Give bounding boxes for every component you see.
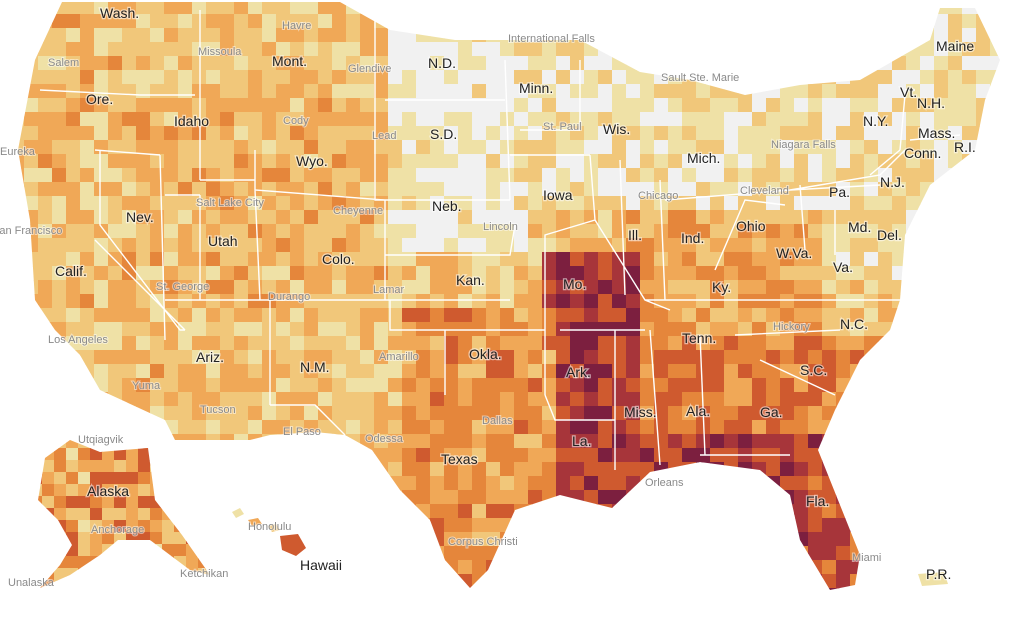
- city-label-glendive: Glendive: [348, 63, 391, 75]
- city-label-dallas: Dallas: [482, 415, 513, 427]
- state-label-conn: Conn.: [904, 145, 941, 161]
- state-label-wash: Wash.: [100, 5, 139, 21]
- region-labels: Wash. Ore. Calif. Nev. Idaho Mont. Wyo. …: [54, 4, 977, 584]
- state-label-hawaii: Hawaii: [300, 557, 342, 573]
- city-label-san-francisco: San Francisco: [0, 225, 62, 237]
- city-label-ketchikan: Ketchikan: [180, 568, 228, 580]
- state-label-mo: Mo.: [563, 276, 586, 292]
- state-label-ky: Ky.: [712, 279, 731, 295]
- city-label-sault-ste-marie: Sault Ste. Marie: [661, 72, 739, 84]
- border-west-coast: [39, 10, 546, 436]
- city-label-el-paso: El Paso: [283, 426, 321, 438]
- state-label-ark: Ark.: [566, 364, 591, 380]
- city-label-unalaska: Unalaska: [8, 577, 55, 589]
- city-label-los-angeles: Los Angeles: [48, 334, 108, 346]
- city-label-tucson: Tucson: [200, 404, 236, 416]
- state-label-nm: N.M.: [300, 359, 330, 375]
- island-territories: [232, 508, 948, 586]
- city-label-cody: Cody: [283, 115, 309, 127]
- state-label-md: Md.: [848, 219, 871, 235]
- state-label-tenn: Tenn.: [682, 330, 716, 346]
- state-label-pr: P.R.: [926, 566, 951, 582]
- state-label-minn: Minn.: [519, 80, 553, 96]
- city-label-orleans: Orleans: [645, 477, 684, 489]
- state-label-okla: Okla.: [469, 346, 502, 362]
- city-label-st-george: St. George: [156, 281, 209, 293]
- state-label-ga: Ga.: [760, 404, 783, 420]
- city-labels: Havre Missoula Salem Glendive Internatio…: [0, 19, 882, 590]
- state-label-nev: Nev.: [126, 209, 154, 225]
- city-label-havre: Havre: [282, 20, 311, 32]
- state-label-del: Del.: [877, 227, 902, 243]
- city-label-eureka: Eureka: [0, 146, 36, 158]
- state-label-utah: Utah: [208, 233, 238, 249]
- state-label-wis: Wis.: [603, 121, 630, 137]
- state-label-ariz: Ariz.: [196, 349, 224, 365]
- state-label-ind: Ind.: [681, 230, 704, 246]
- state-label-wyo: Wyo.: [296, 153, 328, 169]
- state-label-nh: N.H.: [917, 95, 945, 111]
- city-label-corpus-christi: Corpus Christi: [448, 536, 518, 548]
- city-label-anchorage: Anchorage: [91, 524, 144, 536]
- state-label-iowa: Iowa: [543, 187, 573, 203]
- city-label-lincoln: Lincoln: [483, 221, 518, 233]
- city-label-missoula: Missoula: [198, 46, 242, 58]
- city-label-hickory: Hickory: [773, 321, 810, 333]
- city-label-lamar: Lamar: [373, 284, 405, 296]
- state-label-sc: S.C.: [800, 362, 827, 378]
- state-label-ill: Ill.: [628, 227, 642, 243]
- city-label-amarillo: Amarillo: [379, 351, 419, 363]
- city-label-salem: Salem: [48, 57, 79, 69]
- state-label-mont: Mont.: [272, 53, 307, 69]
- state-label-calif: Calif.: [55, 263, 87, 279]
- city-label-cheyenne: Cheyenne: [333, 205, 383, 217]
- state-label-ore: Ore.: [86, 91, 113, 107]
- state-label-wva: W.Va.: [776, 245, 812, 261]
- city-label-cleveland: Cleveland: [740, 185, 789, 197]
- state-label-mich: Mich.: [687, 150, 720, 166]
- city-label-durango: Durango: [268, 291, 310, 303]
- state-label-fla: Fla.: [806, 493, 829, 509]
- state-label-maine: Maine: [936, 38, 974, 54]
- state-label-nj: N.J.: [880, 174, 905, 190]
- state-label-nd: N.D.: [428, 55, 456, 71]
- state-label-ala: Ala.: [686, 403, 710, 419]
- city-label-honolulu: Honolulu: [248, 521, 291, 533]
- state-label-ri: R.I.: [954, 139, 976, 155]
- state-label-texas: Texas: [441, 451, 478, 467]
- city-label-international-falls: International Falls: [508, 33, 595, 45]
- state-label-miss: Miss.: [624, 404, 657, 420]
- border-central: [504, 59, 961, 470]
- state-label-va: Va.: [833, 259, 853, 275]
- state-label-mass: Mass.: [918, 125, 955, 141]
- state-label-colo: Colo.: [322, 251, 355, 267]
- city-label-niagara-falls: Niagara Falls: [771, 139, 836, 151]
- city-label-odessa: Odessa: [365, 433, 404, 445]
- state-label-ohio: Ohio: [736, 218, 766, 234]
- state-label-neb: Neb.: [432, 198, 462, 214]
- city-label-miami: Miami: [852, 552, 881, 564]
- city-label-chicago: Chicago: [638, 190, 678, 202]
- state-label-pa: Pa.: [829, 184, 850, 200]
- city-label-salt-lake-city: Salt Lake City: [196, 197, 264, 209]
- city-label-utqiagvik: Utqiagvik: [78, 434, 124, 446]
- state-label-kan: Kan.: [456, 272, 485, 288]
- city-label-yuma: Yuma: [132, 380, 161, 392]
- state-label-la: La.: [572, 433, 591, 449]
- state-label-vt: Vt.: [900, 84, 917, 100]
- state-label-ny: N.Y.: [863, 113, 888, 129]
- city-label-lead: Lead: [372, 130, 396, 142]
- state-label-sd: S.D.: [430, 126, 457, 142]
- state-boundaries: [39, 10, 961, 470]
- state-label-nc: N.C.: [840, 316, 868, 332]
- state-label-alaska: Alaska: [87, 483, 129, 499]
- city-label-st-paul: St. Paul: [543, 121, 582, 133]
- state-label-idaho: Idaho: [174, 113, 209, 129]
